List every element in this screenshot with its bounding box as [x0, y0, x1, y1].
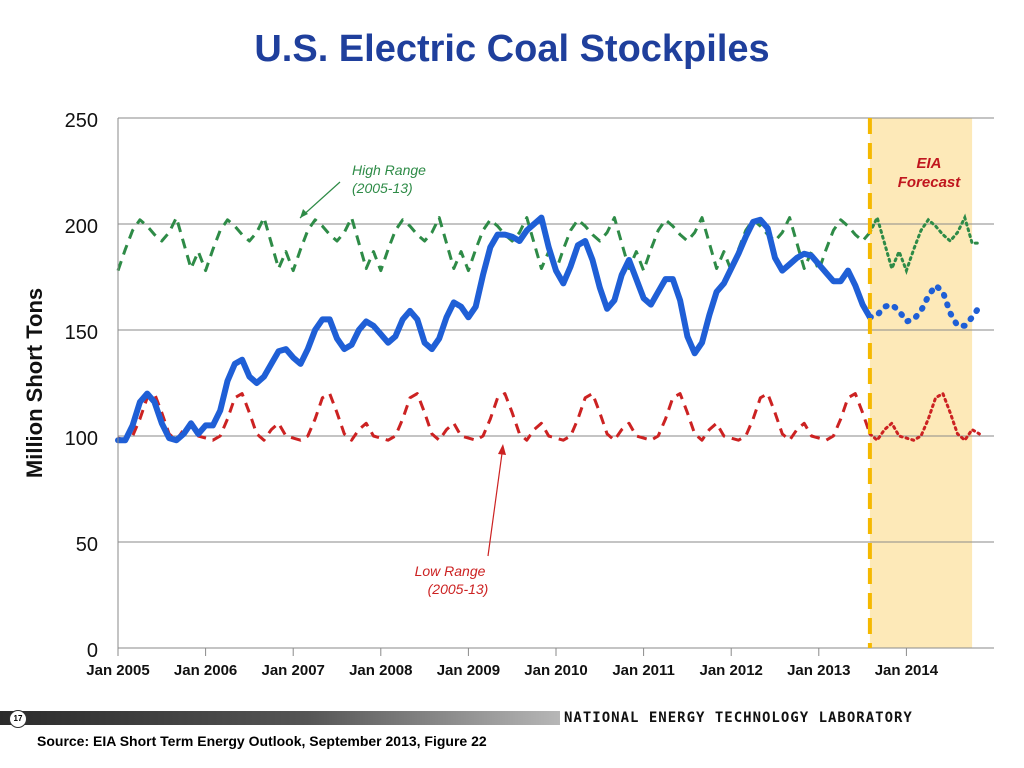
slide-title: U.S. Electric Coal Stockpiles [254, 28, 770, 70]
coal-stockpile-chart: 0 50 100 150 200 250 Million Short Tons Jan 200… [22, 110, 994, 679]
high-range-arrowhead [300, 209, 308, 218]
low-range-label: Low Range [415, 563, 486, 579]
stockpile-line-forecast [866, 281, 983, 329]
forecast-shading [869, 118, 973, 648]
organization-name: NATIONAL ENERGY TECHNOLOGY LABORATORY [560, 710, 984, 726]
page-number: 17 [9, 710, 27, 728]
source-note: Source: EIA Short Term Energy Outlook, S… [37, 733, 487, 749]
high-range-label: (2005-13) [352, 180, 413, 196]
x-tick-label: Jan 2005 [86, 662, 149, 679]
forecast-region [869, 118, 973, 648]
x-tick-label: Jan 2009 [437, 662, 500, 679]
x-tick-label: Jan 2010 [524, 662, 587, 679]
y-tick-label: 100 [65, 428, 98, 450]
y-tick-label: 50 [76, 534, 98, 556]
x-tick-label: Jan 2008 [349, 662, 412, 679]
low-range-line-forecast [868, 391, 981, 443]
x-tick-label: Jan 2011 [612, 662, 675, 679]
y-tick-label: 150 [65, 322, 98, 344]
chart-series [115, 118, 983, 648]
y-tick-label: 0 [87, 640, 98, 662]
x-tick-label: Jan 2006 [174, 662, 237, 679]
y-tick-label: 200 [65, 216, 98, 238]
high-range-line-forecast [868, 213, 981, 275]
stockpile-line-historical [115, 214, 873, 444]
y-tick-label: 250 [65, 110, 98, 132]
low-range-arrowhead [498, 444, 506, 455]
x-tick-label: Jan 2013 [787, 662, 850, 679]
low-range-label: (2005-13) [428, 581, 489, 597]
low-range-pointer [487, 445, 504, 557]
chart-annotations: EIA Forecast High Range (2005-13) Low Range (… [299, 155, 962, 597]
x-tick-label: Jan 2007 [262, 662, 325, 679]
y-axis-label: Million Short Tons [22, 288, 47, 478]
forecast-label: EIA [916, 155, 941, 172]
high-range-label: High Range [352, 162, 426, 178]
x-tick-label: Jan 2014 [875, 662, 939, 679]
x-tick-label: Jan 2012 [700, 662, 763, 679]
chart-axes: 0 50 100 150 200 250 Million Short Tons Jan 200… [22, 110, 939, 679]
forecast-label: Forecast [898, 174, 962, 191]
chart-gridlines [118, 117, 994, 649]
high-range-pointer [299, 181, 341, 219]
low-range-line-historical [117, 392, 872, 442]
